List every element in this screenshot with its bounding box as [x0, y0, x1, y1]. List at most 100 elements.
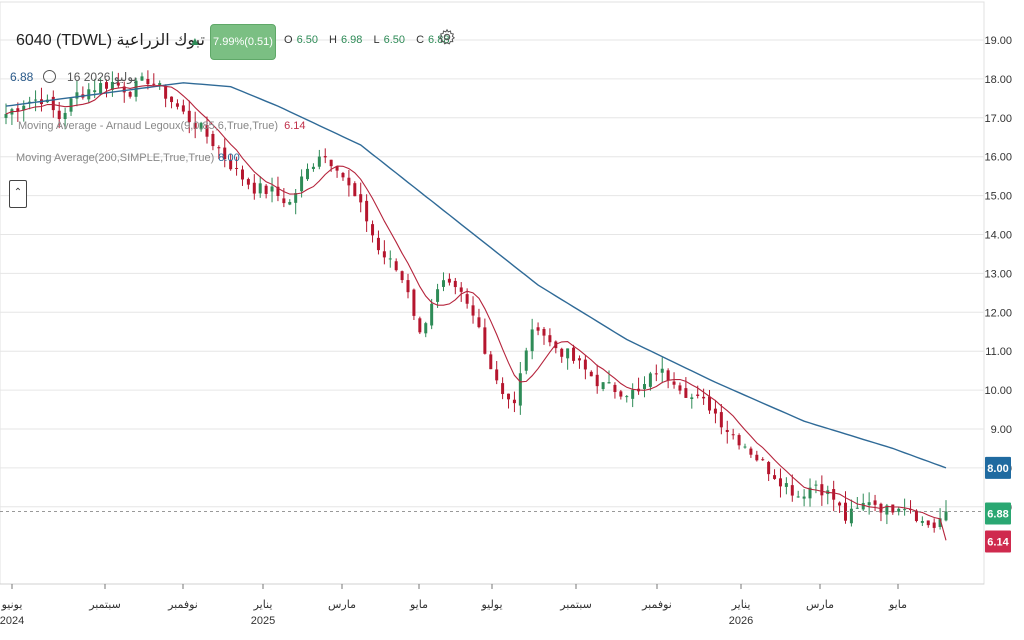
y-tick-label: 12.00 — [984, 307, 1012, 319]
candle — [820, 475, 824, 506]
y-tick-label: 14.00 — [984, 230, 1012, 242]
candle — [175, 99, 179, 110]
x-tick-label: يناير — [731, 599, 751, 611]
candle — [814, 480, 818, 494]
candle — [725, 420, 729, 444]
y-tick-label: 11.00 — [985, 346, 1012, 358]
collapse-legend-button[interactable]: ⌃ — [9, 180, 27, 208]
gear-icon[interactable] — [438, 28, 456, 46]
x-year-label: 2024 — [0, 615, 24, 627]
candle — [317, 149, 321, 170]
ma1-value: 6.14 — [284, 120, 306, 132]
candle — [891, 504, 895, 515]
alma-price-tag: 6.14 — [985, 530, 1011, 553]
ma200-price-tag: 8.00 — [985, 456, 1011, 479]
candle — [294, 189, 298, 215]
candle — [625, 395, 629, 403]
candle — [944, 500, 948, 522]
candle — [164, 84, 168, 108]
last-date: 16 2026 يوليو — [67, 70, 137, 84]
candle — [347, 169, 351, 197]
candle — [87, 83, 91, 104]
candle — [524, 347, 528, 375]
price-axis: 19.00 18.00 17.00 16.00 15.00 14.00 13.00 12.00… — [984, 35, 1012, 514]
candle — [507, 393, 511, 409]
candle — [648, 371, 652, 391]
x-tick-label: نوفمبر — [641, 599, 672, 611]
candle — [684, 377, 688, 398]
candle — [311, 163, 315, 172]
x-tick-label: سبتمبر — [88, 599, 121, 611]
candle — [761, 457, 765, 461]
candle — [246, 177, 250, 190]
x-tick-label: نوفمبر — [167, 599, 198, 611]
candle — [542, 327, 546, 345]
svg-text:6.14: 6.14 — [987, 536, 1009, 548]
up-arrow-icon: ▲ — [189, 34, 201, 48]
candle — [619, 389, 623, 400]
grid-lines — [0, 39, 984, 508]
candle — [483, 318, 487, 355]
last-price-row: 6.88 16 2026 يوليو — [10, 70, 137, 84]
candle — [530, 318, 534, 360]
candle — [16, 102, 20, 122]
y-tick-label: 15.00 — [984, 191, 1012, 203]
ohlc-open-value: 6.50 — [296, 34, 318, 46]
chevron-up-icon: ⌃ — [13, 187, 23, 198]
x-tick-label: يونيو — [1, 599, 23, 611]
y-tick-label: 16.00 — [984, 152, 1012, 164]
candle — [63, 107, 67, 130]
candle — [719, 404, 723, 435]
candle — [128, 90, 132, 99]
candle — [152, 73, 156, 87]
candle — [654, 364, 658, 382]
ohlc-close-label: C — [416, 34, 425, 46]
y-tick-label: 13.00 — [984, 268, 1012, 280]
candle — [99, 78, 103, 96]
candle — [560, 347, 564, 363]
candle — [276, 176, 280, 202]
candle — [784, 477, 788, 495]
candle — [861, 493, 865, 511]
candle — [731, 428, 735, 440]
candle — [235, 156, 239, 176]
x-tick-label: يوليو — [480, 599, 502, 611]
candle — [359, 182, 363, 213]
candle — [843, 491, 847, 524]
moving-average-alma-line — [5, 84, 947, 541]
y-tick-label: 10.00 — [984, 385, 1012, 397]
indicator-legend-sma200[interactable]: Moving Average(200,SIMPLE,True,True) 8.00 — [16, 152, 240, 164]
candle — [240, 165, 244, 186]
candle — [181, 99, 185, 115]
indicator-legend-alma[interactable]: Moving Average - Arnaud Legoux(9,0.85,6,… — [18, 120, 306, 132]
candle — [708, 390, 712, 414]
candle — [453, 277, 457, 295]
change-badge[interactable]: 7.99%(0.51) — [210, 24, 276, 60]
candle — [122, 81, 126, 103]
x-tick-label: مايو — [888, 599, 907, 611]
candle — [903, 498, 907, 516]
candle — [69, 97, 73, 116]
candle — [306, 163, 310, 181]
candle — [566, 348, 570, 370]
candle — [737, 433, 741, 450]
candle — [518, 361, 522, 415]
candle — [376, 230, 380, 255]
candle — [932, 518, 936, 533]
candle — [187, 100, 191, 134]
candle — [140, 72, 144, 81]
ma2-value: 8.00 — [218, 152, 240, 164]
candle — [170, 96, 174, 109]
candle — [607, 370, 611, 384]
candle — [867, 492, 871, 515]
y-tick-label: 17.00 — [984, 113, 1012, 125]
candle — [217, 145, 221, 160]
symbol-title: 6040 (TDWL) تبوك الزراعية — [16, 32, 205, 49]
candle — [589, 370, 593, 377]
x-tick-label: مايو — [409, 599, 428, 611]
candle — [642, 376, 646, 398]
candle — [548, 328, 552, 347]
candle — [205, 116, 209, 144]
ohlc-low-value: 6.50 — [383, 34, 406, 46]
candle — [323, 148, 327, 164]
